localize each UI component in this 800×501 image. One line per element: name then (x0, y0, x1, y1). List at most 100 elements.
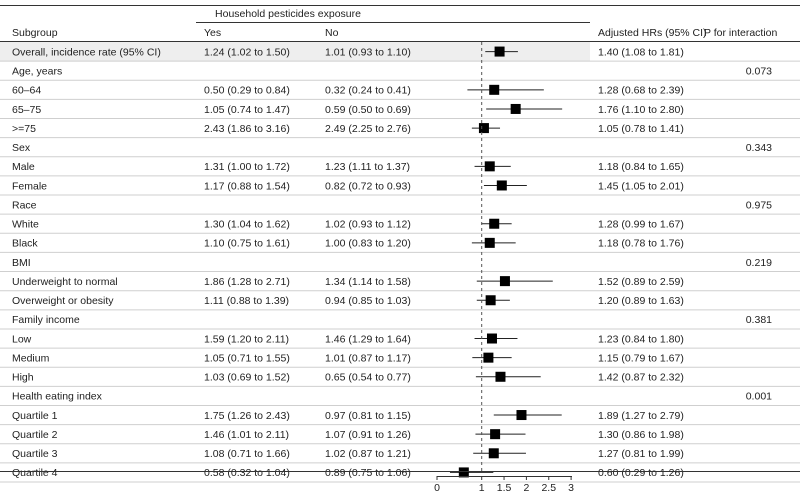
no-rate-value: 1.00 (0.83 to 1.20) (325, 238, 411, 250)
hr-point-marker (484, 237, 495, 248)
adjusted-hr-value: 1.30 (0.86 to 1.98) (598, 429, 684, 441)
adjusted-hr-value: 1.89 (1.27 to 2.79) (598, 410, 684, 422)
no-rate-value: 1.34 (1.14 to 1.58) (325, 276, 411, 288)
subgroup-header-row: Age, years 0.073 (0, 65, 800, 81)
no-rate-value: 1.23 (1.11 to 1.37) (325, 161, 410, 173)
forest-row: Overall, incidence rate (95% CI) 1.24 (1.… (0, 42, 800, 62)
yes-rate-value: 1.86 (1.28 to 2.71) (204, 276, 290, 288)
yes-rate-value: 1.75 (1.26 to 2.43) (204, 410, 290, 422)
hr-point-marker (486, 333, 497, 344)
yes-rate-value: 0.50 (0.29 to 0.84) (204, 85, 290, 97)
hr-point-marker (510, 103, 521, 114)
adjusted-hr-value: 1.15 (0.79 to 1.67) (598, 352, 684, 364)
yes-rate-value: 1.03 (0.69 to 1.52) (204, 372, 290, 384)
forest-row: Low 1.59 (1.20 to 2.11) 1.46 (1.29 to 1.64… (0, 333, 800, 349)
hr-point-marker (489, 218, 500, 229)
x-tick-label: 1 (479, 482, 485, 494)
no-rate-value: 0.32 (0.24 to 0.41) (325, 85, 411, 97)
adjusted-hr-value: 1.05 (0.78 to 1.41) (598, 123, 684, 135)
hr-point-marker (478, 123, 489, 134)
p-interaction-value: 0.343 (746, 142, 772, 154)
p-interaction-value: 0.219 (746, 257, 772, 269)
no-rate-value: 1.46 (1.29 to 1.64) (325, 333, 411, 345)
subgroup-label: Medium (12, 352, 50, 364)
subgroup-label: Quartile 1 (12, 410, 58, 422)
forest-row: Quartile 1 1.75 (1.26 to 2.43) 0.97 (0.81 … (0, 410, 800, 426)
p-interaction-value: 0.001 (746, 391, 772, 403)
forest-row: Overweight or obesity 1.11 (0.88 to 1.39)… (0, 295, 800, 311)
subgroup-label: Quartile 3 (12, 448, 58, 460)
forest-row: Female 1.17 (0.88 to 1.54) 0.82 (0.72 to 0… (0, 180, 800, 196)
no-rate-value: 0.65 (0.54 to 0.77) (325, 372, 411, 384)
adjusted-hr-value: 1.27 (0.81 to 1.99) (598, 448, 684, 460)
subgroup-category-label: Race (12, 199, 37, 211)
p-interaction-value: 0.381 (746, 314, 772, 326)
x-tick-label: 2.5 (541, 482, 556, 494)
x-tick-label: 1.5 (497, 482, 512, 494)
hr-point-marker (516, 410, 527, 421)
hr-point-marker (496, 180, 507, 191)
no-rate-value: 0.97 (0.81 to 1.15) (325, 410, 411, 422)
hr-point-marker (494, 46, 505, 57)
subgroup-category-label: Family income (12, 314, 80, 326)
subgroup-label: Low (12, 333, 32, 345)
subgroup-label: >=75 (12, 123, 36, 135)
yes-rate-value: 1.46 (1.01 to 2.11) (204, 429, 289, 441)
yes-rate-value: 1.10 (0.75 to 1.61) (204, 238, 290, 250)
subgroup-header-row: Sex 0.343 (0, 142, 800, 158)
adjusted-hr-value: 1.45 (1.05 to 2.01) (598, 180, 684, 192)
no-rate-value: 1.01 (0.87 to 1.17) (325, 352, 411, 364)
no-rate-value: 0.94 (0.85 to 1.03) (325, 295, 411, 307)
hr-point-marker (485, 295, 496, 306)
hr-point-marker (489, 84, 500, 95)
col-header-subgroup: Subgroup (12, 27, 58, 39)
subgroup-header-row: Race 0.975 (0, 199, 800, 215)
yes-rate-value: 1.05 (0.71 to 1.55) (204, 352, 290, 364)
adjusted-hr-value: 0.60 (0.29 to 1.26) (598, 467, 684, 479)
subgroup-label: White (12, 219, 39, 231)
col-header-yes: Yes (204, 27, 221, 39)
forest-row: Quartile 4 0.58 (0.32 to 1.04) 0.89 (0.75 … (0, 467, 800, 483)
row-highlight (0, 42, 590, 62)
hr-point-marker (488, 448, 499, 459)
no-rate-value: 1.07 (0.91 to 1.26) (325, 429, 411, 441)
x-axis: 0 1 1.5 2 2.5 3 (434, 476, 574, 494)
col-header-hr: Adjusted HRs (95% CI) (598, 27, 707, 39)
hr-point-marker (499, 276, 510, 287)
no-rate-value: 0.59 (0.50 to 0.69) (325, 104, 411, 116)
subgroup-label: Quartile 2 (12, 429, 58, 441)
forest-row: >=75 2.43 (1.86 to 3.16) 2.49 (2.25 to 2.7… (0, 123, 800, 139)
yes-rate-value: 0.58 (0.32 to 1.04) (204, 467, 290, 479)
yes-rate-value: 1.05 (0.74 to 1.47) (204, 104, 290, 116)
yes-rate-value: 1.31 (1.00 to 1.72) (204, 161, 290, 173)
forest-row: 60–64 0.50 (0.29 to 0.84) 0.32 (0.24 to 0.… (0, 85, 800, 100)
subgroup-category-label: Health eating index (12, 391, 103, 403)
col-header-p: P for interaction (704, 27, 778, 39)
forest-row: Black 1.10 (0.75 to 1.61) 1.00 (0.83 to 1.… (0, 238, 800, 253)
subgroup-header-row: BMI 0.219 (0, 257, 800, 273)
p-interaction-value: 0.073 (746, 65, 772, 77)
col-header-no: No (325, 27, 339, 39)
group-header: Household pesticides exposure (215, 8, 361, 20)
no-rate-value: 1.02 (0.87 to 1.21) (325, 448, 411, 460)
subgroup-header-row: Health eating index 0.001 (0, 391, 800, 406)
hr-point-marker (495, 371, 506, 382)
adjusted-hr-value: 1.28 (0.99 to 1.67) (598, 219, 684, 231)
forest-row: Male 1.31 (1.00 to 1.72) 1.23 (1.11 to 1.3… (0, 161, 800, 177)
no-rate-value: 0.82 (0.72 to 0.93) (325, 180, 411, 192)
subgroup-label: Overweight or obesity (12, 295, 114, 307)
yes-rate-value: 1.08 (0.71 to 1.66) (204, 448, 290, 460)
no-rate-value: 1.02 (0.93 to 1.12) (325, 219, 411, 231)
x-tick-label: 0 (434, 482, 440, 494)
adjusted-hr-value: 1.40 (1.08 to 1.81) (598, 46, 684, 58)
adjusted-hr-value: 1.18 (0.78 to 1.76) (598, 238, 684, 250)
forest-row: Medium 1.05 (0.71 to 1.55) 1.01 (0.87 to 1… (0, 352, 800, 368)
forest-rows: Overall, incidence rate (95% CI) 1.24 (1.… (0, 42, 800, 483)
adjusted-hr-value: 1.20 (0.89 to 1.63) (598, 295, 684, 307)
hr-point-marker (458, 467, 469, 478)
p-interaction-value: 0.975 (746, 199, 772, 211)
adjusted-hr-value: 1.28 (0.68 to 2.39) (598, 85, 684, 97)
yes-rate-value: 1.30 (1.04 to 1.62) (204, 219, 290, 231)
yes-rate-value: 1.24 (1.02 to 1.50) (204, 46, 290, 58)
